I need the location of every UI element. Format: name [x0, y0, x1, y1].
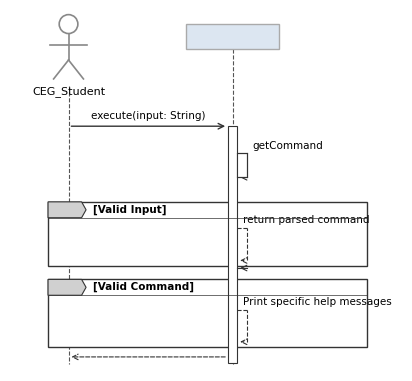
- Bar: [48, 279, 367, 347]
- Text: [Valid Input]: [Valid Input]: [93, 205, 166, 215]
- Bar: [228, 126, 237, 363]
- Text: [Valid Command]: [Valid Command]: [93, 282, 194, 293]
- Bar: [48, 202, 367, 266]
- FancyBboxPatch shape: [186, 24, 279, 49]
- Text: return parsed command: return parsed command: [243, 215, 370, 225]
- Polygon shape: [48, 202, 86, 218]
- Text: :HelpCommand: :HelpCommand: [190, 31, 276, 42]
- Text: opt: opt: [55, 205, 75, 215]
- Text: opt: opt: [55, 282, 75, 292]
- Text: execute(input: String): execute(input: String): [91, 111, 206, 121]
- Bar: [237, 153, 247, 177]
- Polygon shape: [48, 279, 86, 295]
- Text: getCommand: getCommand: [252, 141, 323, 151]
- Text: Print specific help messages: Print specific help messages: [243, 297, 392, 307]
- Text: CEG_Student: CEG_Student: [32, 86, 105, 98]
